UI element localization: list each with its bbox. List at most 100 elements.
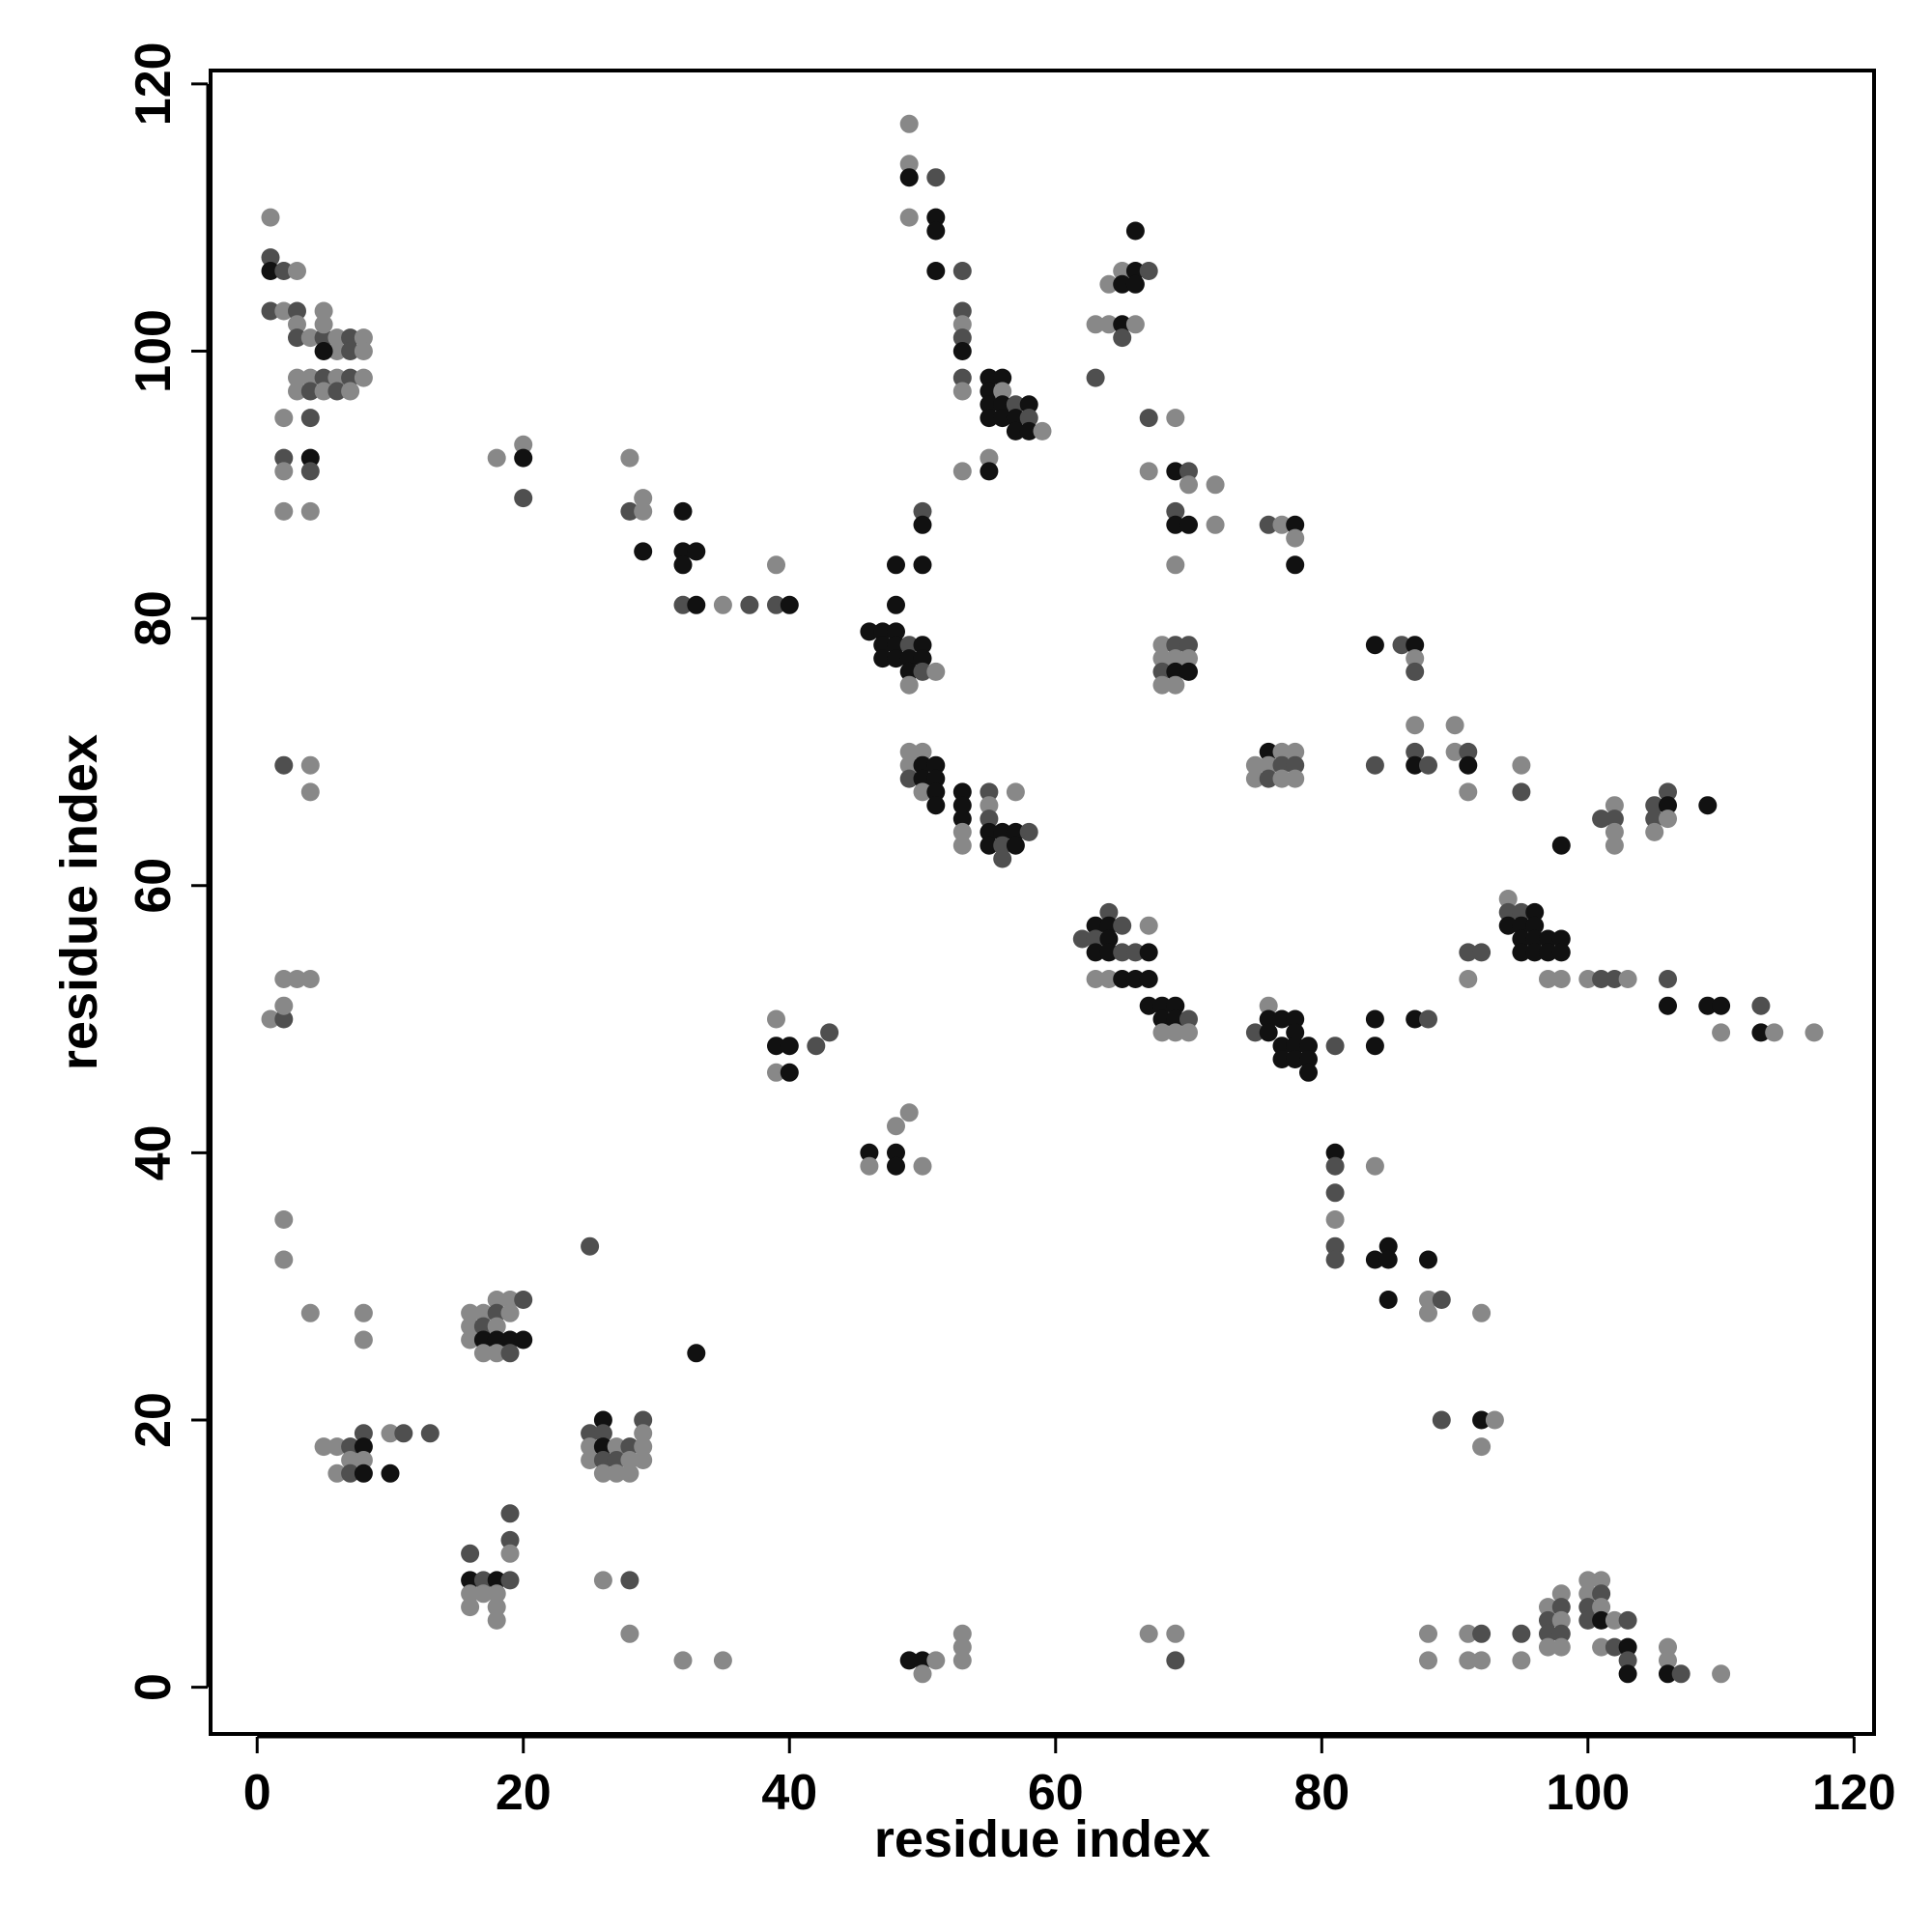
contact-point [1485,1410,1504,1430]
contact-point [1325,1037,1345,1056]
contact-point [1645,810,1664,829]
contact-point [1551,970,1571,988]
contact-point [1578,1610,1598,1630]
contact-point [767,1037,785,1056]
contact-point [1259,1009,1278,1029]
contact-point [274,301,294,321]
contact-point [1152,662,1172,681]
contact-point [1459,782,1478,802]
contact-point [980,395,999,414]
contact-point [274,1210,294,1229]
contact-point [887,595,905,614]
contact-point [461,1584,480,1604]
contact-point [1605,836,1624,855]
contact-point [261,262,280,280]
contact-point [1551,1598,1571,1617]
contact-point [993,822,1012,841]
x-tick-label: 60 [1028,1765,1084,1821]
contact-point [1539,970,1557,988]
contact-point [1512,916,1531,935]
contact-point [634,1424,653,1443]
contact-point [300,501,320,521]
contact-point [952,1651,972,1670]
contact-point [913,1156,932,1176]
contact-point [620,448,639,468]
contact-point [300,382,320,401]
contact-point [461,1303,480,1322]
contact-point [1365,1156,1384,1176]
contact-point [1166,636,1185,655]
contact-point [314,301,333,321]
contact-point [1406,662,1425,681]
contact-point [1551,929,1571,949]
contact-point [952,382,972,401]
contact-point [1592,970,1611,988]
contact-point [1605,1610,1624,1630]
contact-point [1445,742,1464,761]
contact-point [341,1451,360,1469]
contact-point [1605,1637,1624,1657]
contact-point [926,221,946,241]
contact-point [980,368,999,387]
contact-point [341,328,360,348]
contact-point [300,1303,320,1322]
contact-point [1459,755,1478,775]
contact-point [1179,475,1198,495]
contact-point [887,622,905,641]
contact-point [274,462,294,481]
contact-point [1592,1610,1611,1630]
y-tick-label: 0 [126,1673,182,1701]
contact-point [1525,902,1545,922]
contact-point [1286,1023,1305,1042]
contact-point [1259,769,1278,788]
contact-point [1286,555,1305,575]
contact-point [980,782,999,802]
contact-point [1006,409,1025,428]
contact-point [500,1504,520,1523]
contact-point [1325,1250,1345,1269]
contact-point [1286,528,1305,548]
contact-point [673,595,693,614]
contact-point [1472,943,1492,962]
contact-point [1618,1610,1637,1630]
contact-point [1512,755,1531,775]
contact-point [634,1451,653,1469]
contact-point [952,1624,972,1643]
contact-point [1166,662,1185,681]
contact-point [1618,1651,1637,1670]
contact-point [1512,929,1531,949]
contact-point [952,328,972,348]
contact-point [1472,1303,1492,1322]
y-axis: 0 20 40 60 80 100 120 [126,42,210,1701]
contact-point [274,501,294,521]
contact-point [860,1156,879,1176]
contact-point [899,769,919,788]
contact-point [899,742,919,761]
contact-point [1099,274,1119,294]
contact-point [1419,1624,1437,1643]
contact-point [913,515,932,534]
y-tick-label: 60 [126,858,182,914]
contact-point [300,328,320,348]
contact-point [300,755,320,775]
contact-point [1498,916,1518,935]
contact-point [620,1463,639,1483]
contact-point [952,810,972,829]
contact-point [767,1063,785,1082]
contact-point [620,1437,639,1457]
contact-point [473,1303,493,1322]
contact-point [514,489,533,508]
contact-point [980,409,999,428]
contact-point [1099,315,1119,334]
contact-point [1512,1624,1531,1643]
contact-point [1006,395,1025,414]
contact-point [1286,515,1305,534]
contact-point [1139,462,1158,481]
contact-point [487,1584,506,1604]
contact-point [327,382,347,401]
contact-point [1072,929,1092,949]
contact-point [461,1544,480,1563]
contact-point [1286,769,1305,788]
contact-point [1286,1037,1305,1056]
contact-point [500,1344,520,1363]
